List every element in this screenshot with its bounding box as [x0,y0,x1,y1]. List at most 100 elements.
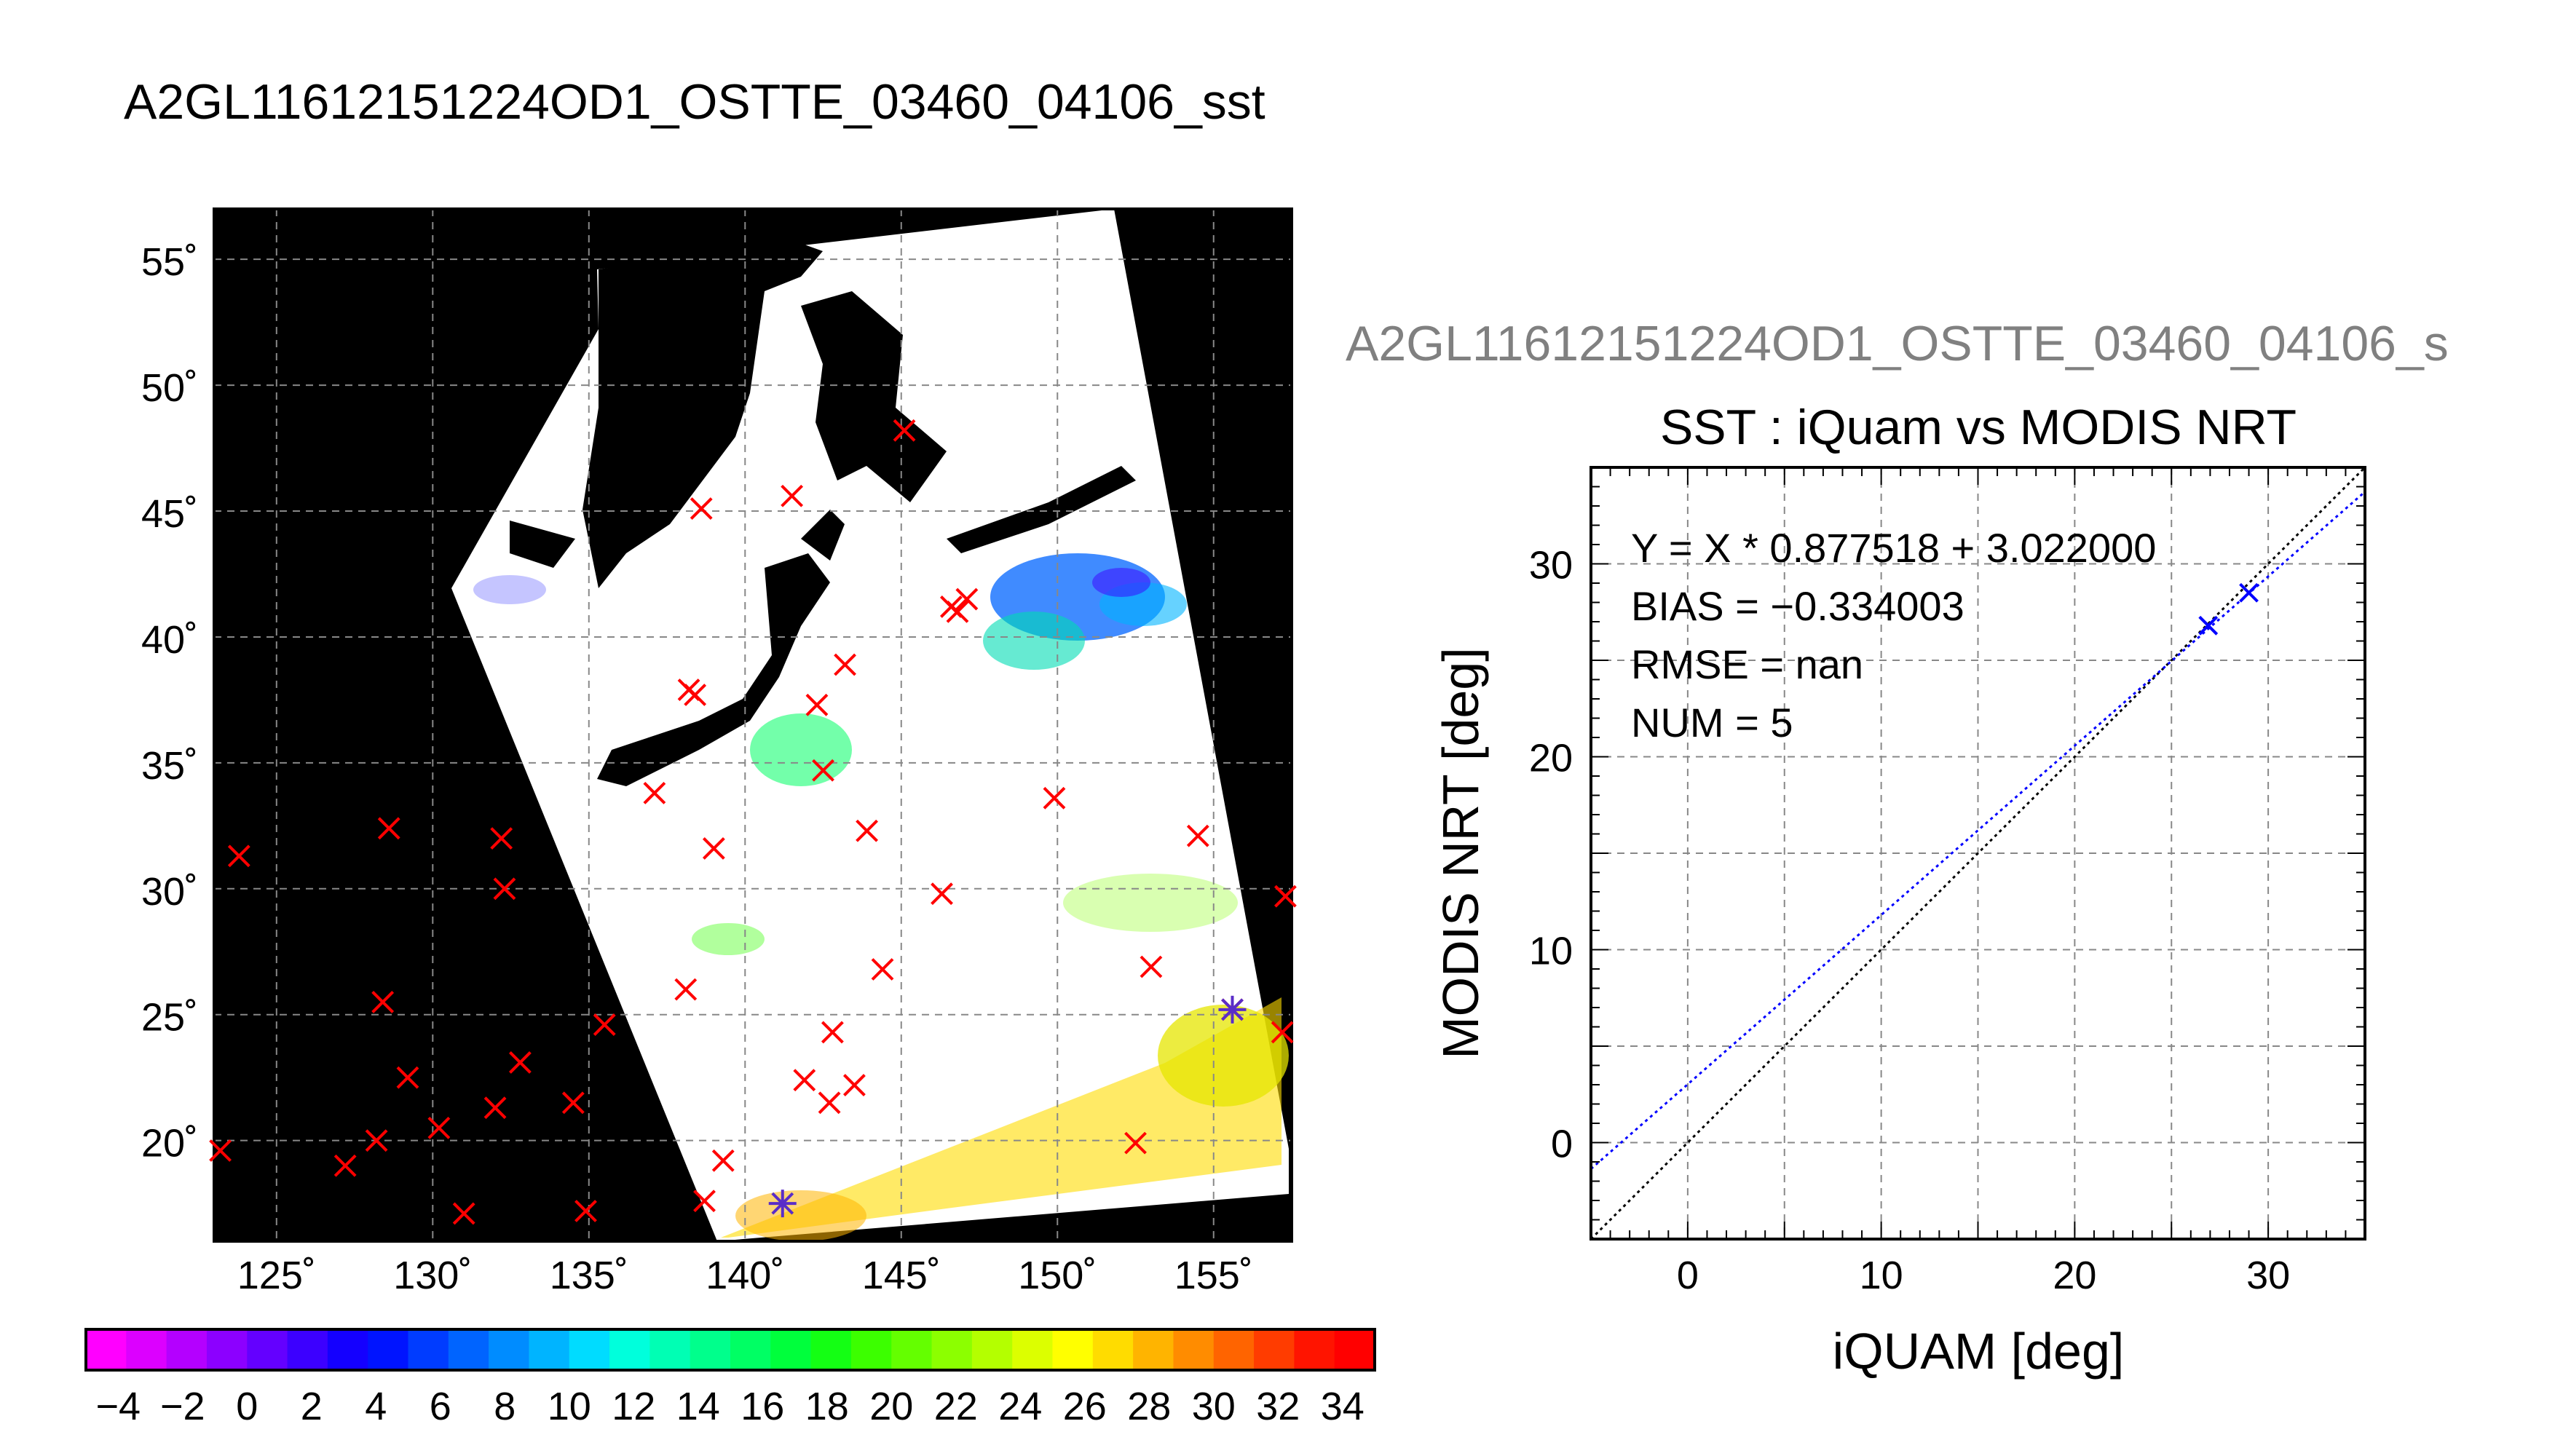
marker-stroke [674,978,698,1001]
marker-stroke [1274,885,1297,908]
colorbar-swatch [1173,1329,1215,1370]
scatter-xtick-label: 20 [2053,1254,2096,1297]
marker-stroke [793,1069,816,1092]
marker-stroke [490,827,513,850]
marker-stroke [2198,615,2219,636]
map-buoy-marker [871,958,894,981]
map-matched-marker [1218,995,1247,1024]
map-buoy-marker [593,1013,616,1036]
marker-stroke [702,837,725,860]
scatter-stat-line: Y = X * 0.877518 + 3.022000 [1631,525,2156,571]
colorbar-label: 18 [805,1385,849,1428]
marker-stroke [452,1202,475,1225]
colorbar-swatch [1334,1329,1375,1370]
map-lon-labels: 125˚ 130˚ 135˚ 140˚ 145˚ 150˚ 155˚ [237,1254,1253,1297]
map-buoy-marker [209,1139,232,1162]
scatter-ytick-label: 10 [1529,930,1573,973]
map-buoy-marker [377,817,400,840]
map-buoy-marker [805,693,829,716]
map-buoy-marker [227,844,250,868]
map-buoy-marker [427,1116,451,1139]
map-land [510,233,1136,786]
colorbar-labels: −4 −2 0 2 4 6 8 10 12 14 16 18 20 22 24 26 28 30 32 34 [95,1385,1364,1428]
colorbar-label: −4 [95,1385,141,1428]
colorbar [84,1328,1376,1372]
marker-stroke [227,844,250,868]
map-lon-label: 150˚ [1018,1254,1097,1297]
colorbar-swatch [166,1329,208,1370]
scatter-ylabel: MODIS NRT [deg] [1432,647,1489,1059]
marker-stroke [508,1051,532,1074]
map-buoy-marker [452,1202,475,1225]
scatter-xlabel: iQUAM [deg] [1833,1323,2125,1380]
map-grid [214,209,1292,1241]
marker-stroke [493,877,516,901]
scatter-point [2239,582,2259,603]
marker-stroke [781,484,804,507]
marker-stroke [955,587,979,611]
colorbar-label: 24 [998,1385,1042,1428]
marker-stroke [693,1190,716,1213]
map-buoy-marker [946,600,969,623]
marker-stroke [1043,786,1066,810]
scatter-xtick-labels: 0 10 20 30 [1677,1254,2290,1297]
map-buoy-marker [396,1066,419,1089]
marker-stroke [1124,1131,1147,1155]
scatter-fit-line [1591,491,2365,1170]
colorbar-swatch [247,1329,288,1370]
map-matched-marker [768,1190,797,1218]
marker-stroke [483,1096,507,1120]
colorbar-swatch [569,1329,610,1370]
map-buoy-marker [1124,1131,1147,1155]
scatter-ytick-labels: 0 10 20 30 [1529,544,1573,1166]
colorbar-swatch [690,1329,731,1370]
colorbar-swatch [1294,1329,1335,1370]
map-buoy-marker [1043,786,1066,810]
map-buoy-marker [561,1091,585,1115]
colorbar-swatch [86,1329,127,1370]
map-buoy-marker [493,877,516,901]
map-buoy-marker [483,1096,507,1120]
colorbar-swatch [368,1329,408,1370]
colorbar-label: −2 [160,1385,205,1428]
map-buoy-marker [821,1021,844,1044]
map-lat-label: 40˚ [141,618,198,662]
colorbar-swatch [891,1329,933,1370]
map-buoy-marker [1274,885,1297,908]
colorbar-frame [84,1328,1376,1372]
map-lat-label: 35˚ [141,744,198,788]
map-lat-label: 45˚ [141,492,198,536]
colorbar-label: 26 [1063,1385,1107,1428]
marker-stroke [834,653,856,676]
marker-stroke [871,958,894,981]
scatter-panel: A2GL11612151224OD1_OSTTE_03460_04106_s S… [1346,316,2449,1380]
marker-stroke [818,1091,841,1115]
map-buoy-marker [1140,955,1163,978]
colorbar-swatch [1254,1329,1295,1370]
colorbar-swatch [931,1329,973,1370]
marker-stroke [1140,955,1163,978]
scatter-title: SST : iQuam vs MODIS NRT [1660,400,2297,455]
marker-stroke [690,497,713,520]
map-buoy-marker [931,882,953,906]
map-buoy-marker [781,484,804,507]
colorbar-swatch [649,1329,691,1370]
colorbar-label: 14 [676,1385,720,1428]
map-buoy-marker [812,759,834,782]
scatter-subtitle: A2GL11612151224OD1_OSTTE_03460_04106_s [1346,316,2449,371]
scatter-ytick-label: 30 [1529,544,1573,587]
marker-stroke [643,781,666,804]
scatter-lines [1591,467,2365,1239]
colorbar-swatch [1133,1329,1174,1370]
colorbar-swatch [489,1329,529,1370]
map-buoy-marker [955,587,979,611]
marker-stroke [333,1154,357,1177]
map-buoy-marker [365,1129,388,1152]
marker-stroke [946,600,969,623]
figure-title: A2GL11612151224OD1_OSTTE_03460_04106_sst [124,74,1265,130]
marker-stroke [1186,824,1209,847]
map-buoy-marker [893,419,916,442]
map-buoy-marker [490,827,513,850]
marker-stroke [365,1129,388,1152]
